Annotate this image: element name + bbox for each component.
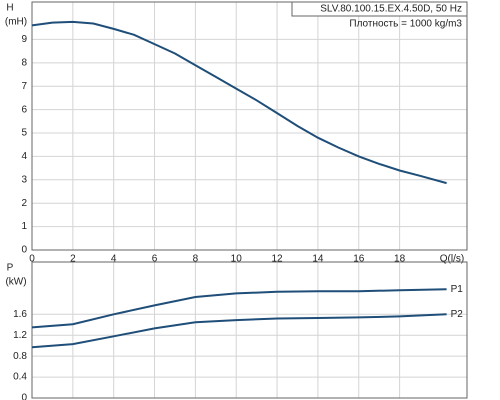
- x-tick-label: 12: [272, 254, 284, 265]
- x-tick-label: 14: [312, 254, 324, 265]
- x-tick-label: 0: [29, 254, 35, 265]
- y-tick-label: 1: [21, 221, 27, 232]
- plot-frame: [31, 261, 468, 399]
- y-tick-label: 1.6: [13, 309, 27, 320]
- legend-label: P2: [451, 309, 464, 320]
- y-axis-unit: (mH): [5, 17, 27, 28]
- data-line: [31, 313, 447, 349]
- y-axis-unit: (kW): [5, 277, 26, 288]
- x-tick-label: 10: [231, 254, 243, 265]
- data-line: [31, 288, 447, 329]
- y-tick-label: 1.2: [13, 330, 27, 341]
- x-tick-label: 2: [70, 254, 76, 265]
- y-axis-label: P: [7, 263, 14, 274]
- x-tick-label: 6: [152, 254, 158, 265]
- chart-title: SLV.80.100.15.EX.4.50D, 50 Hz: [320, 4, 462, 15]
- y-tick-label: 3: [21, 174, 27, 185]
- y-tick-label: 9: [21, 34, 27, 45]
- y-tick-label: 8: [21, 57, 27, 68]
- x-axis-label: Q(l/s): [440, 254, 464, 265]
- y-tick-label: 7: [21, 81, 27, 92]
- chart-subtitle: Плотность = 1000 kg/m3: [349, 19, 462, 30]
- x-tick-label: 8: [193, 254, 199, 265]
- plot-frame: [31, 1, 468, 251]
- x-tick-label: 4: [111, 254, 117, 265]
- x-tick-label: 18: [394, 254, 406, 265]
- y-tick-label: 0: [21, 245, 27, 256]
- title-box: [291, 1, 468, 17]
- y-tick-label: 2: [21, 198, 27, 209]
- y-tick-label: 4: [21, 151, 27, 162]
- data-line: [31, 20, 447, 185]
- y-tick-label: 0: [21, 393, 27, 400]
- y-tick-label: 0.4: [13, 372, 27, 383]
- y-tick-label: 5: [21, 128, 27, 139]
- x-tick-label: 16: [353, 254, 365, 265]
- y-tick-label: 0.8: [13, 351, 27, 362]
- legend-label: P1: [451, 284, 464, 295]
- y-axis-label: H: [6, 3, 13, 14]
- y-tick-label: 6: [21, 104, 27, 115]
